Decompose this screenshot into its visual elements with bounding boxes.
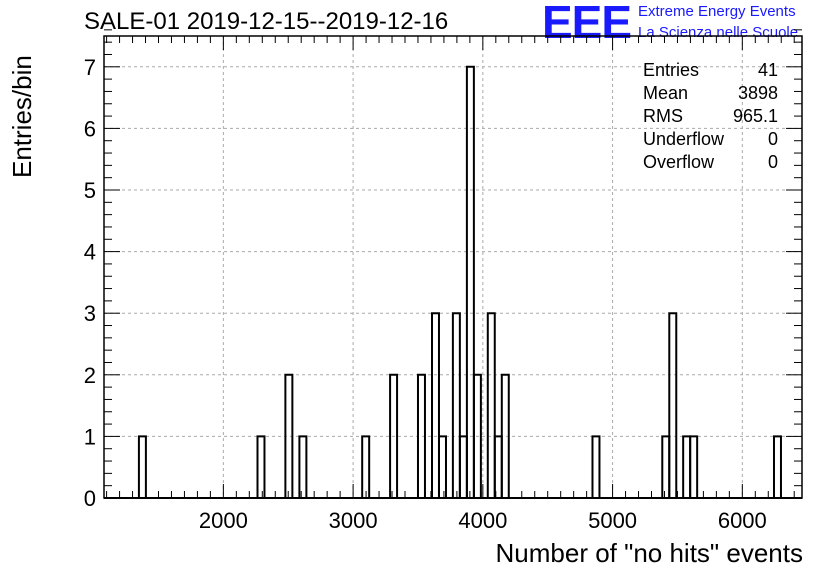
histogram-bin xyxy=(682,435,692,498)
histogram-bin xyxy=(137,435,147,498)
y-tick-label: 5 xyxy=(84,178,96,203)
plot-frame xyxy=(103,35,803,499)
y-tick-label: 2 xyxy=(84,363,96,388)
stats-label: RMS xyxy=(643,106,683,126)
histogram-bin xyxy=(389,373,399,498)
x-axis-label: Number of "no hits" events xyxy=(496,538,804,568)
x-tick-label: 6000 xyxy=(718,508,767,533)
logo-line-1: Extreme Energy Events xyxy=(638,3,796,20)
histogram-bin xyxy=(416,373,426,498)
stats-label: Underflow xyxy=(643,129,725,149)
stats-label: Entries xyxy=(643,60,699,80)
histogram-bin xyxy=(668,312,678,498)
stats-value: 41 xyxy=(758,60,778,80)
stats-value: 3898 xyxy=(738,83,778,103)
histogram-bin xyxy=(256,435,266,498)
y-tick-label: 6 xyxy=(84,116,96,141)
chart-title: SALE-01 2019-12-15--2019-12-16 xyxy=(84,8,449,35)
x-tick-label: 5000 xyxy=(588,508,637,533)
histogram-bin xyxy=(284,373,294,498)
histogram-bin xyxy=(772,435,782,498)
histogram-bin xyxy=(430,312,440,498)
histogram-bin xyxy=(591,435,601,498)
stats-value: 0 xyxy=(768,152,778,172)
stats-label: Mean xyxy=(643,83,688,103)
histogram-bin xyxy=(438,435,447,498)
histogram-bin xyxy=(465,65,475,498)
histogram-bin xyxy=(493,435,503,498)
y-axis-label: Entries/bin xyxy=(7,55,37,178)
axis-ticks xyxy=(104,29,802,499)
y-tick-label: 3 xyxy=(84,301,96,326)
tick-labels: 2000 3000 4000 5000 6000 0 1 2 3 4 5 6 7 xyxy=(84,55,767,533)
histogram-bin xyxy=(361,435,371,498)
histogram-bin xyxy=(472,373,482,498)
y-tick-label: 1 xyxy=(84,424,96,449)
stats-box: Entries 41 Mean 3898 RMS 965.1 Underflow 0 Overf… xyxy=(643,60,778,172)
stats-label: Overflow xyxy=(643,152,715,172)
y-tick-label: 0 xyxy=(84,486,96,511)
plot-border xyxy=(103,35,803,499)
stats-value: 965.1 xyxy=(733,106,778,126)
x-tick-label: 3000 xyxy=(329,508,378,533)
x-tick-label: 4000 xyxy=(458,508,507,533)
histogram-bin xyxy=(689,435,699,498)
histogram-bin xyxy=(661,435,671,498)
y-tick-label: 7 xyxy=(84,55,96,80)
stats-value: 0 xyxy=(768,129,778,149)
histogram-bin xyxy=(500,373,510,498)
histogram-bin xyxy=(458,435,468,498)
histogram-bin xyxy=(486,312,496,498)
histogram-bin xyxy=(451,312,461,498)
x-tick-label: 2000 xyxy=(199,508,248,533)
histogram-bin xyxy=(298,435,308,498)
y-tick-label: 4 xyxy=(84,240,96,265)
